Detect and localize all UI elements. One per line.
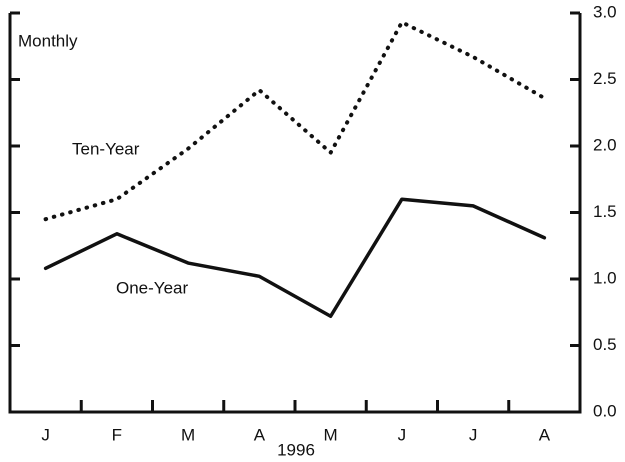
y-tick-label: 0.0 <box>593 401 617 420</box>
x-tick-label: F <box>112 425 122 444</box>
y-tick-label: 3.0 <box>593 2 617 21</box>
x-tick-label: J <box>41 425 50 444</box>
x-tick-label: J <box>398 425 407 444</box>
annotation: Monthly <box>18 31 78 50</box>
y-tick-label: 2.0 <box>593 135 617 154</box>
y-tick-label: 1.5 <box>593 202 617 221</box>
series-line <box>43 197 547 318</box>
x-tick-label: J <box>469 425 478 444</box>
x-axis-label: 1996 <box>277 440 315 459</box>
axis-frame <box>8 13 582 414</box>
y-tick-label: 2.5 <box>593 69 617 88</box>
series-line <box>43 20 547 222</box>
x-tick-label: M <box>181 425 195 444</box>
x-tick-label: A <box>539 425 551 444</box>
x-tick-label: A <box>254 425 266 444</box>
y-tick-label: 1.0 <box>593 268 617 287</box>
x-tick-label: M <box>324 425 338 444</box>
annotation: One-Year <box>116 278 188 297</box>
y-tick-label: 0.5 <box>593 335 617 354</box>
annotation: Ten-Year <box>72 139 140 158</box>
